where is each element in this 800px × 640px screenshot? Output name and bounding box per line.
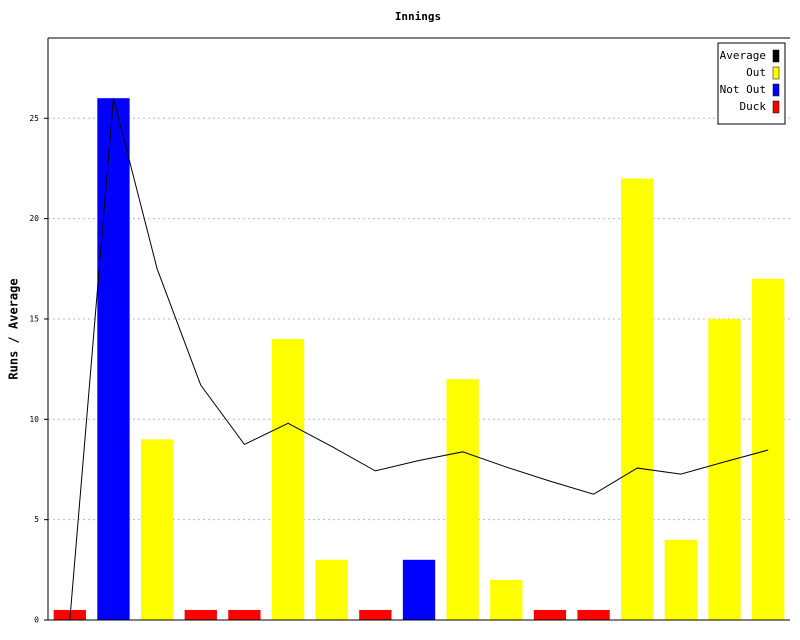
y-tick-label: 20 bbox=[29, 214, 39, 223]
legend-label: Not Out bbox=[720, 83, 766, 96]
bar bbox=[621, 178, 654, 620]
average-line bbox=[69, 98, 769, 621]
bar bbox=[271, 339, 305, 620]
chart-title: Innings bbox=[395, 10, 441, 23]
legend-swatch bbox=[772, 49, 780, 63]
bar bbox=[184, 609, 217, 620]
bar bbox=[752, 278, 785, 620]
legend-label: Duck bbox=[740, 100, 767, 113]
legend-swatch bbox=[772, 66, 780, 80]
legend-swatch bbox=[772, 83, 780, 97]
y-tick-label: 10 bbox=[29, 415, 39, 424]
legend-swatch bbox=[772, 100, 780, 114]
bar bbox=[577, 609, 610, 620]
legend-label: Out bbox=[746, 66, 766, 79]
y-tick-label: 0 bbox=[34, 616, 39, 625]
bar bbox=[708, 318, 741, 620]
y-tick-label: 25 bbox=[29, 114, 39, 123]
bar bbox=[533, 609, 567, 620]
bar bbox=[140, 439, 174, 620]
bar bbox=[664, 539, 698, 620]
y-axis-label: Runs / Average bbox=[7, 278, 21, 379]
legend-label: Average bbox=[720, 49, 766, 62]
bar bbox=[490, 579, 523, 620]
bar bbox=[446, 379, 479, 620]
bar bbox=[315, 559, 348, 620]
bar bbox=[402, 559, 436, 620]
y-tick-label: 15 bbox=[29, 314, 39, 323]
y-tick-label: 5 bbox=[34, 515, 39, 524]
bar bbox=[97, 98, 130, 620]
bar bbox=[228, 609, 261, 620]
bar bbox=[359, 609, 392, 620]
